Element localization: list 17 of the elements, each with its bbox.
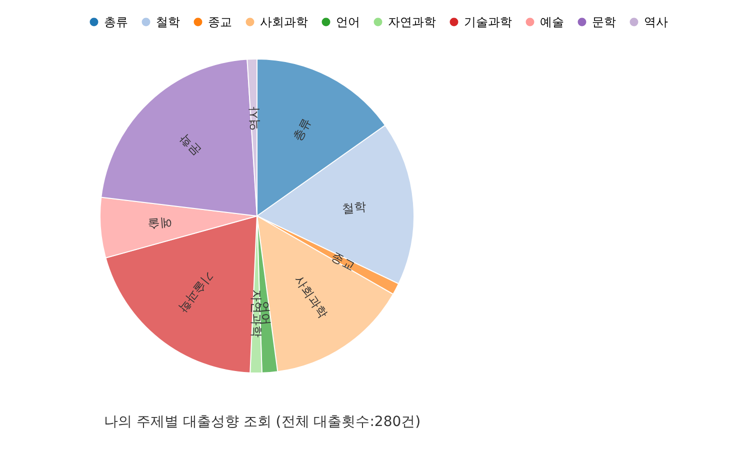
legend-label: 예술: [540, 15, 564, 29]
slice-label: 종교: [329, 250, 358, 274]
text: 나의 주제별 대출성향 조회 (전체 대출횟수:280건): [104, 414, 421, 430]
legend-label: 역사: [644, 15, 668, 29]
slice-label: 문학: [176, 132, 204, 159]
legend-label: 자연과학: [388, 15, 436, 29]
legend-label: 종교: [208, 15, 232, 29]
legend-label: 철학: [156, 15, 180, 29]
slice-label: 역사: [246, 106, 262, 131]
slice-label: 철학: [341, 200, 367, 216]
legend-label: 총류: [104, 15, 128, 29]
legend-label: 언어: [336, 15, 360, 29]
legend-label: 문학: [592, 15, 616, 29]
legend-label: 기술과학: [464, 15, 512, 29]
slice-label: 총류: [290, 116, 314, 144]
legend-label: 사회과학: [260, 15, 308, 29]
slice-label: 예술: [147, 215, 172, 232]
